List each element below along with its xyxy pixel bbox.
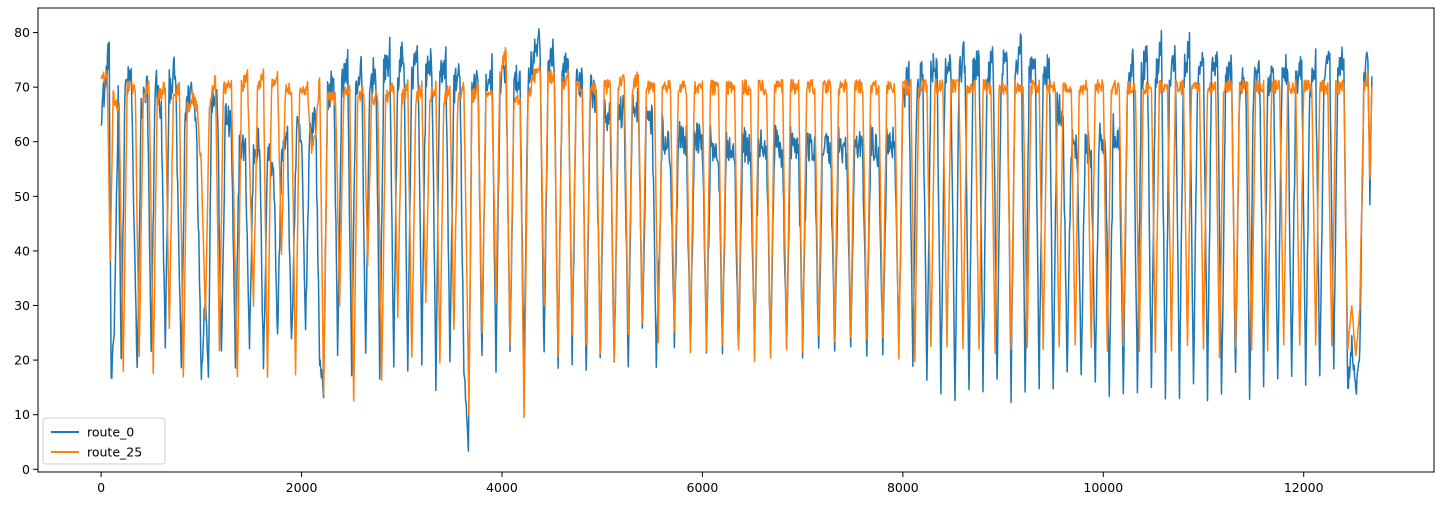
series-layer [100,28,1373,452]
x-tick-label: 0 [97,480,105,495]
plot-frame [37,7,1435,473]
x-axis: 0 2000 4000 6000 8000 10000 12000 [97,472,1324,495]
y-tick-label: 80 [14,25,30,40]
legend: route_0 route_25 [42,417,166,465]
x-tick-label: 12000 [1284,480,1324,495]
y-tick-label: 70 [14,80,30,95]
legend-label-route-0: route_0 [87,425,134,440]
legend-label-route-25: route_25 [87,445,142,460]
x-tick-label: 8000 [887,480,919,495]
y-tick-label: 10 [14,407,30,422]
x-tick-label: 2000 [286,480,318,495]
x-tick-label: 4000 [486,480,518,495]
x-tick-label: 10000 [1083,480,1123,495]
series-line-route-25 [100,46,1373,419]
x-tick-label: 6000 [687,480,719,495]
y-axis: 0 10 20 30 40 50 60 70 80 [14,25,38,477]
y-tick-label: 50 [14,189,30,204]
y-tick-label: 30 [14,298,30,313]
y-tick-label: 40 [14,243,30,258]
y-tick-label: 0 [22,462,30,477]
y-tick-label: 60 [14,134,30,149]
y-tick-label: 20 [14,353,30,368]
